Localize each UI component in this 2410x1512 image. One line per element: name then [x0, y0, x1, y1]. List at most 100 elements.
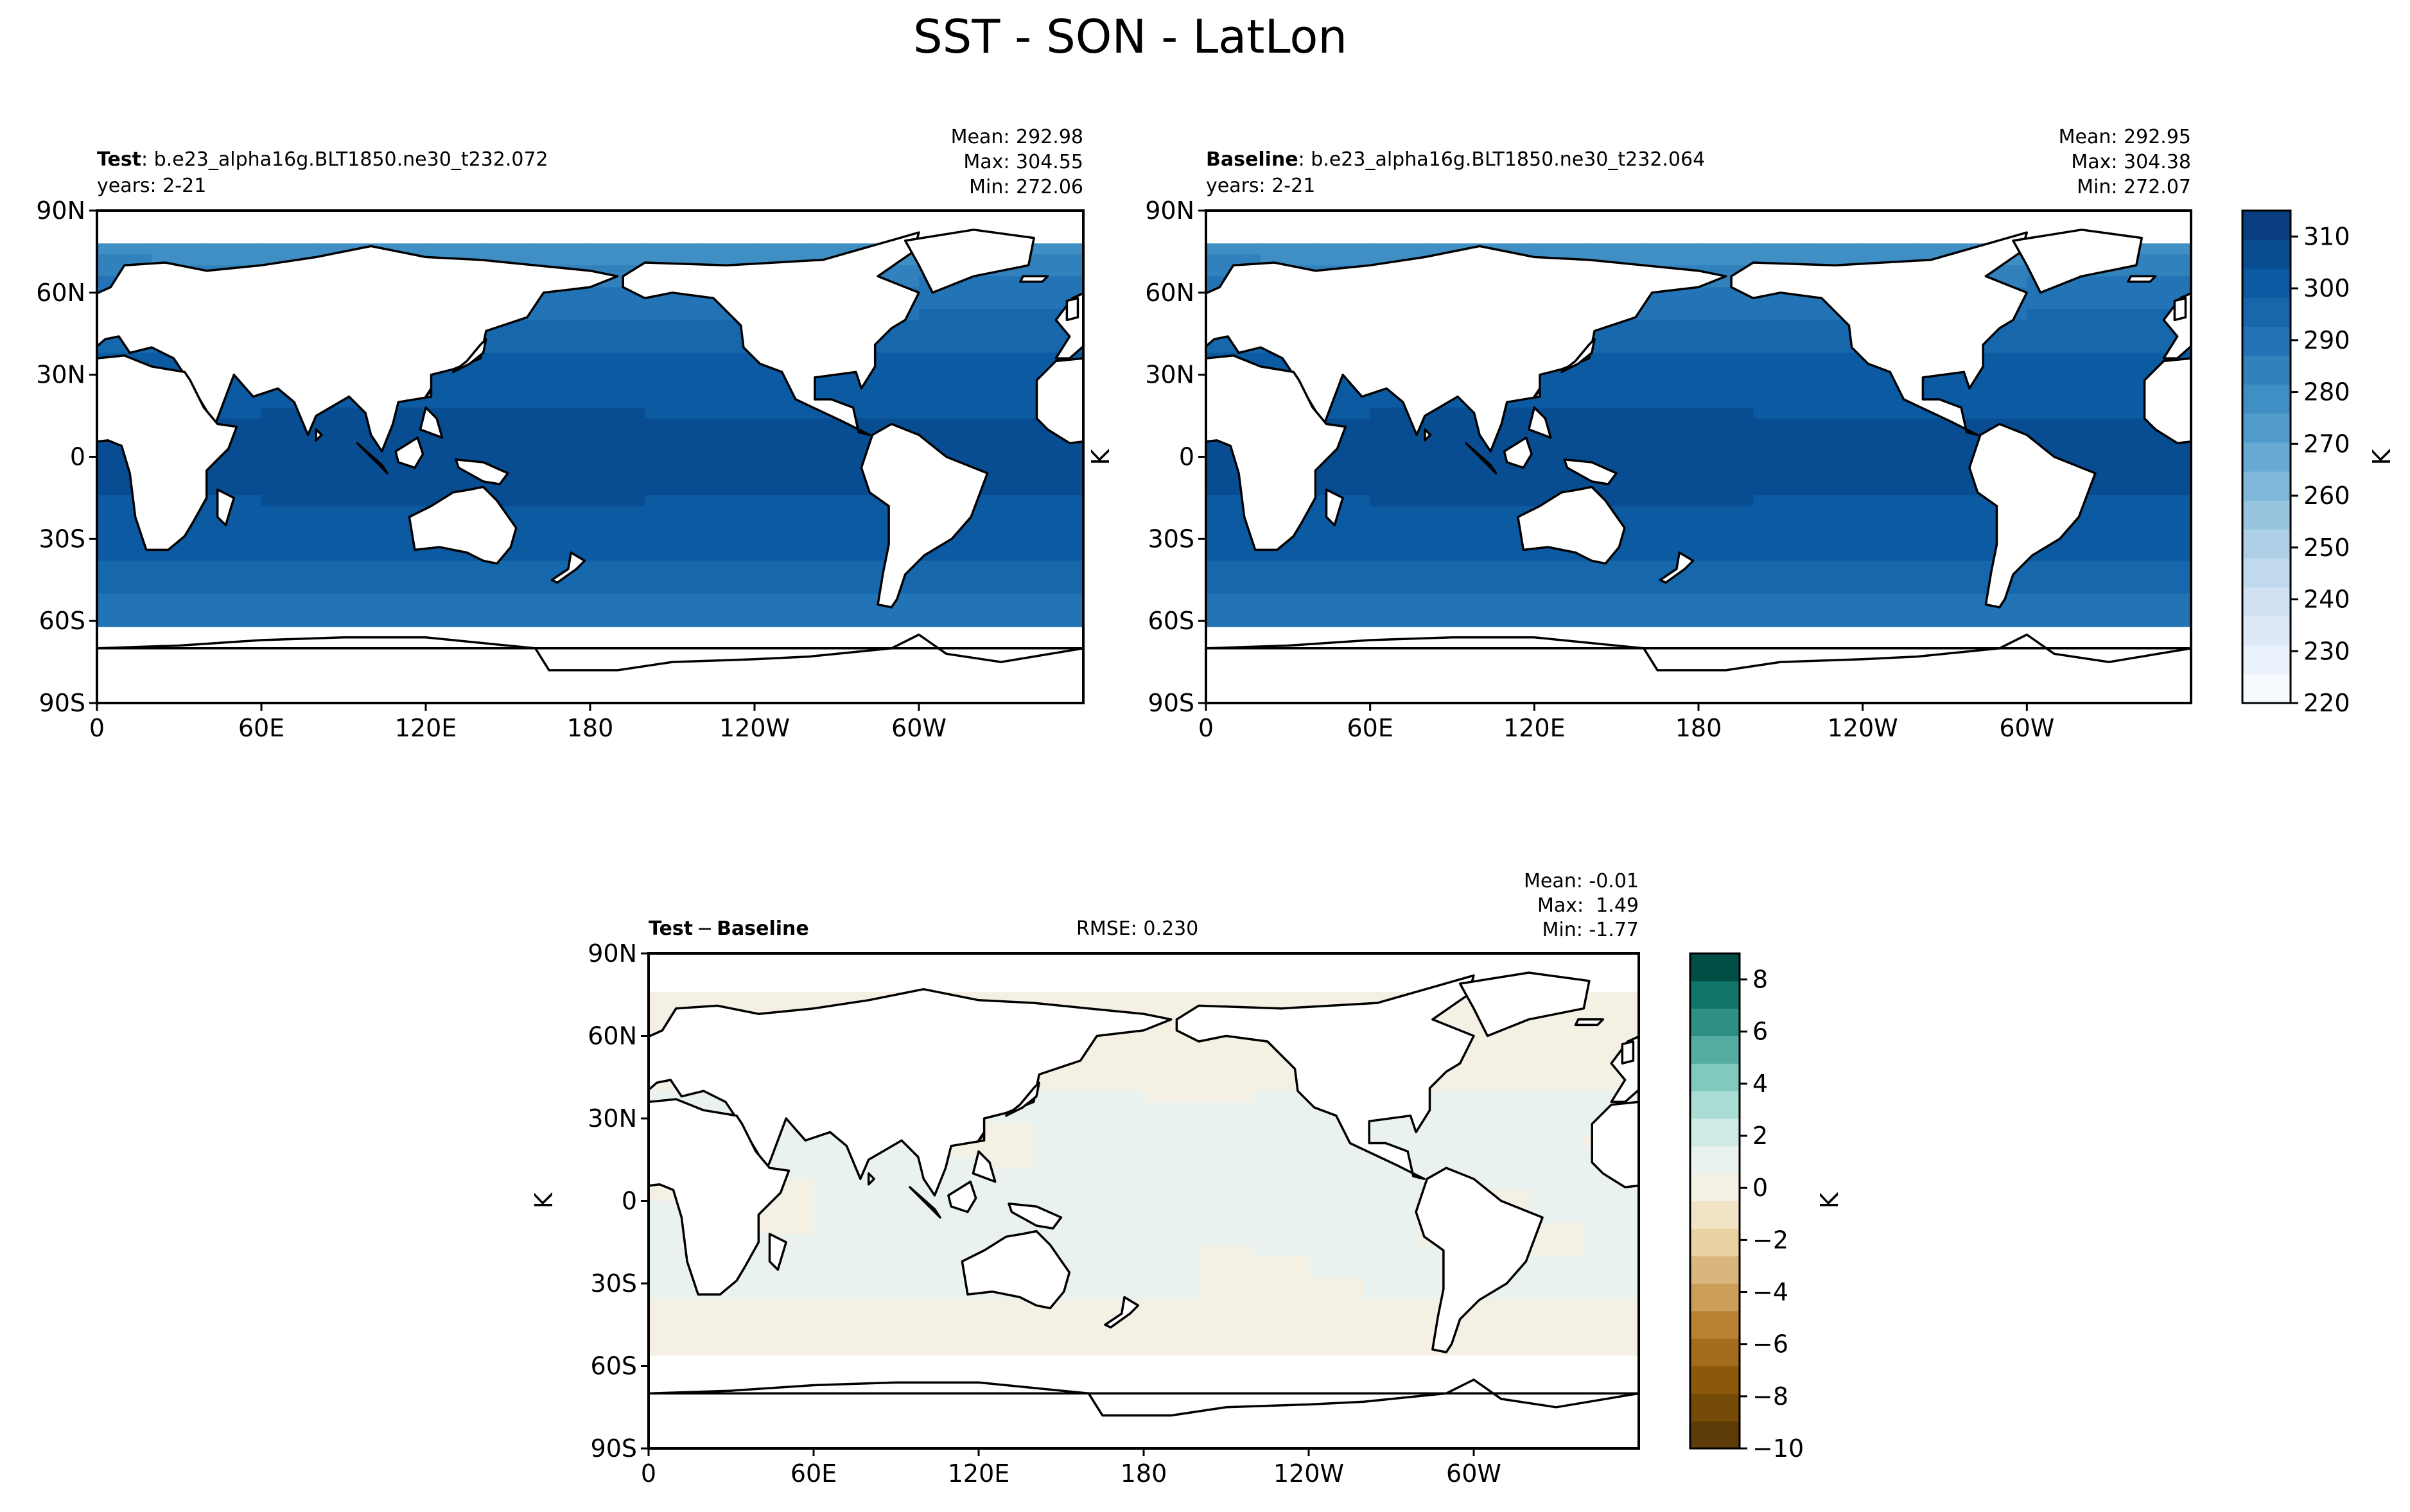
- lat-tick-label: 90S: [1148, 689, 1194, 717]
- test-label-case: : b.e23_alpha16g.BLT1850.ne30_t232.072: [141, 148, 548, 171]
- test-label: Test: b.e23_alpha16g.BLT1850.ne30_t232.0…: [97, 148, 548, 171]
- colorbar-tick-label: 260: [2303, 482, 2350, 510]
- test-label-bold: Test: [97, 148, 141, 171]
- colorbar-swatch: [1690, 1393, 1740, 1421]
- lon-tick-label: 60W: [1999, 714, 2054, 742]
- diff-colorbar-label: K: [1815, 1192, 1844, 1208]
- lon-tick-label: 120E: [948, 1459, 1010, 1488]
- colorbar-swatch: [2242, 645, 2291, 675]
- colorbar-swatch: [2242, 673, 2291, 704]
- colorbar-swatch: [1690, 1283, 1740, 1312]
- baseline-min: Min: 272.07: [2077, 176, 2191, 198]
- lon-tick-label: 120E: [1503, 714, 1566, 742]
- lat-tick-label: 30S: [591, 1269, 637, 1298]
- lat-tick-label: 0: [70, 443, 85, 471]
- diff-label: Test − Baseline: [649, 917, 809, 940]
- figure-title: SST - SON - LatLon: [913, 10, 1347, 64]
- colorbar-swatch: [1690, 1338, 1740, 1366]
- diff-map-field: [649, 971, 1639, 1448]
- colorbar-tick-label: 6: [1752, 1018, 1768, 1046]
- colorbar-swatch: [2242, 211, 2291, 240]
- lon-tick-label: 60E: [790, 1459, 837, 1488]
- lon-tick-label: 180: [1675, 714, 1722, 742]
- colorbar-tick-label: 290: [2303, 326, 2350, 354]
- colorbar-swatch: [1690, 1366, 1740, 1394]
- diff-label-baseline: Baseline: [717, 917, 809, 940]
- colorbar-tick-label: −6: [1752, 1330, 1788, 1359]
- lon-tick-label: 180: [567, 714, 614, 742]
- lon-tick-label: 120W: [1828, 714, 1898, 742]
- colorbar-swatch: [1690, 1421, 1740, 1449]
- test-max: Max: 304.55: [963, 151, 1083, 173]
- lat-tick-label: 30S: [39, 525, 85, 553]
- colorbar-tick-label: 2: [1752, 1122, 1768, 1150]
- lon-tick-label: 0: [89, 714, 105, 742]
- baseline-ylabel: K: [1087, 448, 1115, 465]
- test-mean: Mean: 292.98: [951, 126, 1083, 148]
- lon-tick-label: 120E: [395, 714, 457, 742]
- diff-panel: Test − Baseline RMSE: 0.230 Mean: -0.01 Ma…: [530, 870, 1640, 1488]
- lon-tick-label: 120W: [719, 714, 790, 742]
- colorbar-tick-label: 8: [1752, 966, 1768, 994]
- colorbar-swatch: [1690, 1036, 1740, 1064]
- colorbar-swatch: [2242, 413, 2291, 443]
- lat-tick-label: 0: [622, 1187, 637, 1215]
- lon-tick-label: 60W: [891, 714, 947, 742]
- sst-colorbar-label: K: [2368, 448, 2396, 465]
- colorbar-swatch: [2242, 355, 2291, 385]
- colorbar-tick-label: −2: [1752, 1226, 1788, 1254]
- lon-tick-label: 180: [1121, 1459, 1167, 1488]
- colorbar-swatch: [2242, 500, 2291, 530]
- colorbar-swatch: [1690, 1091, 1740, 1119]
- colorbar-swatch: [2242, 616, 2291, 646]
- sst-colorbar: 310 300 290 280 270 260 250 240 230 220: [2241, 209, 2350, 717]
- baseline-map-field: [1206, 229, 2191, 703]
- test-years: years: 2-21: [97, 175, 206, 197]
- lat-tick-label: 30N: [36, 361, 85, 389]
- lat-tick-label: 90S: [591, 1434, 637, 1463]
- lat-tick-label: 0: [1179, 443, 1194, 471]
- lat-tick-label: 90N: [1145, 196, 1194, 225]
- colorbar-swatch: [2242, 442, 2291, 472]
- colorbar-tick-label: 250: [2303, 534, 2350, 562]
- colorbar-swatch: [1690, 1118, 1740, 1147]
- diff-label-minus: −: [697, 917, 713, 940]
- colorbar-tick-label: 280: [2303, 378, 2350, 406]
- colorbar-tick-label: 240: [2303, 586, 2350, 614]
- colorbar-tick-label: 310: [2303, 222, 2350, 250]
- baseline-label-case: : b.e23_alpha16g.BLT1850.ne30_t232.064: [1298, 148, 1706, 171]
- lat-tick-label: 90N: [588, 939, 637, 968]
- colorbar-swatch: [1690, 1173, 1740, 1201]
- colorbar-tick-label: −8: [1752, 1382, 1788, 1411]
- lon-tick-label: 0: [641, 1459, 656, 1488]
- test-map-field: [97, 229, 1083, 703]
- diff-ylabel: K: [530, 1192, 558, 1208]
- diff-min: Min: -1.77: [1542, 919, 1639, 941]
- lat-tick-label: 60S: [39, 607, 85, 635]
- colorbar-tick-label: 230: [2303, 637, 2350, 665]
- colorbar-swatch: [2242, 384, 2291, 414]
- colorbar-swatch: [1690, 1063, 1740, 1091]
- baseline-panel: Baseline: b.e23_alpha16g.BLT1850.ne30_t2…: [1087, 126, 2192, 742]
- colorbar-swatch: [2242, 326, 2291, 356]
- lon-tick-label: 0: [1198, 714, 1214, 742]
- test-panel: Test: b.e23_alpha16g.BLT1850.ne30_t232.0…: [36, 126, 1085, 742]
- lat-tick-label: 60N: [1145, 279, 1194, 307]
- lat-tick-label: 30S: [1148, 525, 1194, 553]
- lat-tick-label: 30N: [588, 1104, 637, 1133]
- colorbar-swatch: [2242, 268, 2291, 298]
- colorbar-swatch: [1690, 953, 1740, 982]
- baseline-max: Max: 304.38: [2071, 151, 2191, 173]
- lat-tick-label: 90S: [39, 689, 85, 717]
- lat-tick-label: 60N: [588, 1022, 637, 1050]
- baseline-years: years: 2-21: [1206, 175, 1315, 197]
- colorbar-swatch: [1690, 1008, 1740, 1036]
- diff-label-test: Test: [649, 917, 693, 940]
- colorbar-tick-label: 0: [1752, 1174, 1768, 1202]
- diff-colorbar: 8 6 4 2 0 −2 −4 −6 −8 −10: [1689, 952, 1804, 1463]
- test-min: Min: 272.06: [969, 176, 1083, 198]
- colorbar-tick-label: −4: [1752, 1278, 1788, 1307]
